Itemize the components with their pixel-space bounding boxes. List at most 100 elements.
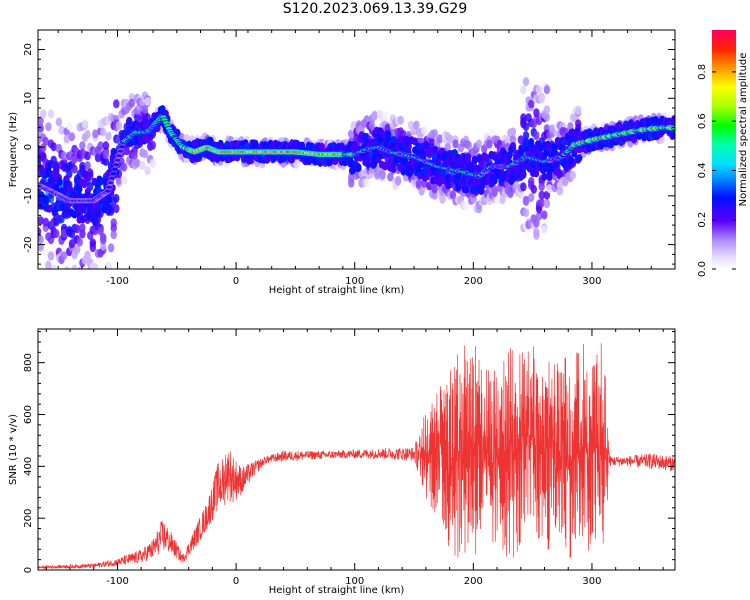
spectrogram-cell <box>92 129 99 139</box>
spectrogram-cell <box>47 251 55 261</box>
spectrogram-cell <box>348 178 355 188</box>
x-tick-label: 100 <box>345 276 364 287</box>
spectrogram-cell <box>440 169 447 177</box>
spectrogram-cell <box>53 229 60 239</box>
spectrogram-cell <box>522 77 530 87</box>
spectrogram-cell <box>139 160 146 170</box>
spectrogram-cell <box>43 195 50 204</box>
spectrogram-cell <box>42 217 49 227</box>
colorbar: 0.0 0.2 0.4 0.6 0.8 Normalized spectral ampli… <box>697 30 749 277</box>
y-tick-label: -10 <box>23 188 34 204</box>
spectrogram-cell <box>98 177 105 186</box>
spectrogram-cell <box>402 156 408 165</box>
spectrogram-cell <box>46 204 53 213</box>
spectrogram-cell <box>89 238 97 248</box>
spectrogram-cell <box>38 227 42 236</box>
spectrogram-cell <box>100 127 107 137</box>
spectrogram-cell <box>60 151 68 161</box>
spectrogram-cell <box>538 94 545 104</box>
spectrogram-cell <box>60 251 68 261</box>
spectrogram-cell <box>533 218 540 228</box>
spectrogram-cell <box>76 237 84 247</box>
y-tick-label: 600 <box>23 405 34 424</box>
spectrogram-cell <box>50 142 57 152</box>
spectrogram-cell <box>84 161 91 171</box>
spectrogram-cell <box>517 189 524 199</box>
spectrogram-cell <box>397 115 404 125</box>
spectrogram-cell <box>42 136 49 146</box>
spectrogram-cell <box>319 142 325 151</box>
spectrogram-cell <box>494 196 501 206</box>
spectrogram-cell <box>71 154 78 164</box>
spectrogram-cell <box>541 172 548 181</box>
spectrogram-cell <box>120 162 128 172</box>
spectrogram-cell <box>113 193 120 203</box>
spectrogram-cell <box>533 131 540 141</box>
spectrogram-ridge-cell <box>110 172 117 176</box>
spectrogram-ridge-cell <box>117 149 124 153</box>
spectrogram-cell <box>355 164 362 173</box>
y-tick-label: -20 <box>23 236 34 252</box>
spectrogram-cell <box>671 115 675 124</box>
spectrogram-cell <box>666 111 673 120</box>
spectrogram-cell <box>533 230 540 240</box>
spectrogram-cell <box>465 140 472 150</box>
spectrogram-cells <box>38 77 675 281</box>
spectrogram-ridge-cell <box>113 163 120 167</box>
spectrogram-cell <box>390 164 397 173</box>
spectrogram-cell <box>520 182 527 192</box>
spectrogram-cell <box>568 156 575 165</box>
spectrogram-cell <box>113 99 120 109</box>
snr-frame <box>37 328 676 571</box>
spectrogram-cell <box>535 211 543 221</box>
spectrogram-cell <box>79 141 86 151</box>
spectrogram-cell <box>533 169 540 178</box>
spectrogram-cell <box>543 199 551 209</box>
spectrogram-cell <box>38 116 44 126</box>
spectrogram-cell <box>90 272 96 281</box>
colorbar-tick-label: 0.6 <box>697 113 708 129</box>
spectrogram-cell <box>115 175 123 185</box>
spectrogram-cell <box>55 117 63 127</box>
spectrogram-cell <box>468 162 475 171</box>
spectrogram-cell <box>94 209 101 218</box>
spectrogram-cell <box>81 180 88 189</box>
spectrogram-cell <box>371 110 378 120</box>
spectrogram-cell <box>38 216 44 226</box>
spectrogram-cell <box>543 85 551 95</box>
spectrogram-cell <box>299 141 306 150</box>
spectrogram-cell <box>45 261 52 269</box>
spectrogram-cell <box>402 184 410 194</box>
spectrogram-cell <box>134 121 141 129</box>
spectrogram-cell <box>105 262 112 269</box>
spectrogram-cell <box>47 109 55 119</box>
spectrogram-cell <box>76 185 83 194</box>
spectrogram-cell <box>382 161 389 170</box>
spectrogram-cell <box>445 173 452 182</box>
spectrogram-cell <box>452 139 459 149</box>
spectrogram-cell <box>488 150 495 159</box>
spectrogram-cell <box>244 142 251 151</box>
spectrogram-cell <box>110 223 117 233</box>
spectrogram-frame <box>37 29 676 270</box>
spectrogram-cell <box>84 250 91 260</box>
spectrogram-cell <box>84 129 91 139</box>
spectrogram-cell <box>556 186 564 196</box>
spectrogram-cell <box>455 172 462 181</box>
spectrogram-cell <box>81 119 89 129</box>
spectrogram-ridge-cell <box>107 181 114 185</box>
spectrogram-cell <box>520 85 527 95</box>
x-tick-label: 0 <box>233 576 239 587</box>
spectrogram-cell <box>528 177 535 186</box>
spectrogram-cell <box>478 160 485 169</box>
colorbar-tick-label: 0.4 <box>697 162 708 178</box>
colorbar-tick-label: 0.0 <box>697 261 708 277</box>
spectrogram-cell <box>352 142 359 150</box>
spectrogram-cell <box>435 156 442 165</box>
spectrogram-cell <box>110 230 117 240</box>
spectrogram-cell <box>128 98 136 108</box>
spectrogram-cell <box>38 235 44 244</box>
x-tick-label: -100 <box>106 576 129 587</box>
spectrogram-cell <box>522 197 530 207</box>
